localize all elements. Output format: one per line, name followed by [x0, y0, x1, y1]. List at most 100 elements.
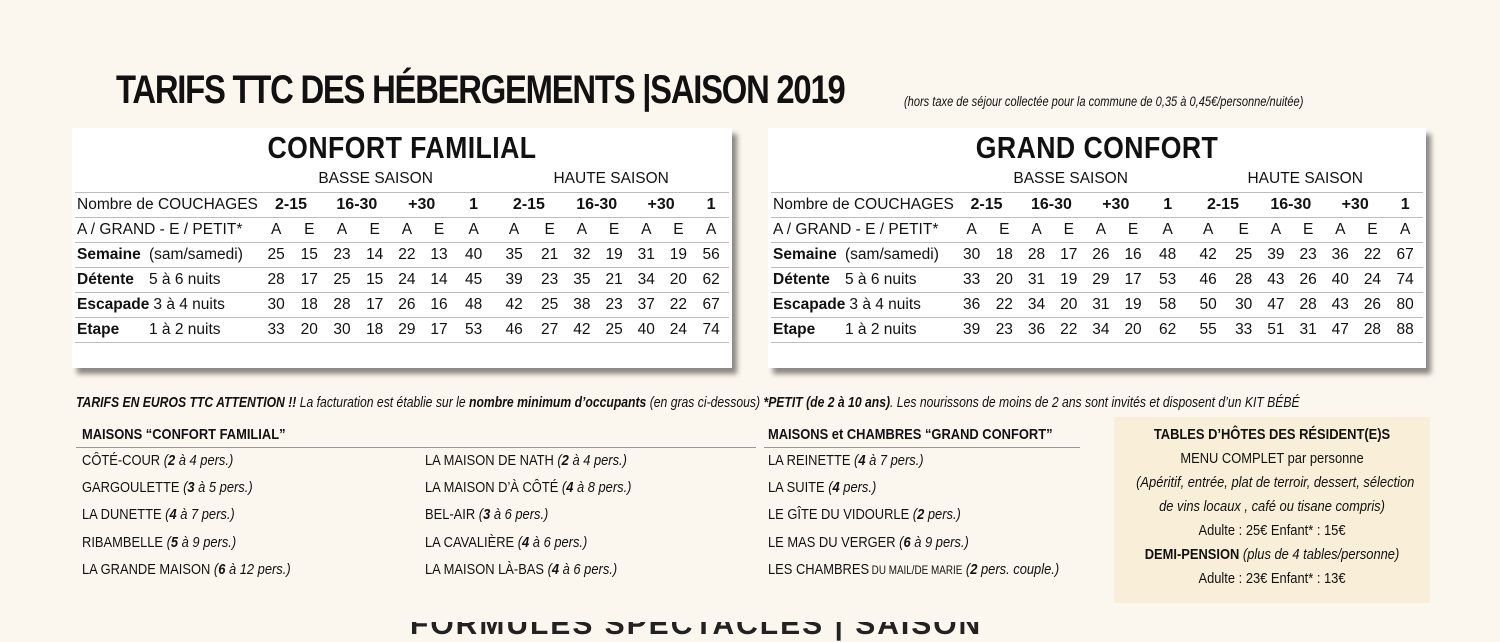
- age-code: A: [1335, 221, 1346, 238]
- rate-value: 23: [541, 271, 559, 288]
- row-name: Etape: [773, 321, 816, 338]
- house-capacity: (4 pers.): [824, 479, 877, 497]
- age-code: A: [1162, 221, 1173, 238]
- row-sub: 1 à 2 nuits: [845, 321, 917, 338]
- age-code: A: [1031, 221, 1042, 238]
- rate-value: 26: [1092, 246, 1110, 263]
- group-label: 16-30: [1270, 196, 1312, 213]
- house-name: RIBAMBELLE: [82, 533, 164, 551]
- rates-table: BASSE SAISON HAUTE SAISON Nombre de COUCHA…: [75, 166, 729, 343]
- capacity-range: à 9 pers.): [178, 533, 237, 551]
- house-capacity: (6 à 12 pers.): [210, 560, 291, 578]
- row-label: Etape 1 à 2 nuits: [771, 318, 954, 343]
- rate-value: 36: [1331, 246, 1349, 263]
- house-name: LE MAS DU VERGER: [768, 533, 896, 551]
- rate-value: 47: [1267, 296, 1285, 313]
- title-main: TARIFS TTC DES HÉBERGEMENTS |SAISON 2019: [116, 68, 846, 112]
- rate-row: Escapade 3 à 4 nuits 30 18 28 17 26 16 48 42 25 38 2…: [75, 293, 729, 318]
- rate-value: 50: [1199, 296, 1217, 313]
- row-name: Etape: [77, 321, 120, 338]
- min-occupants: 3: [187, 479, 195, 497]
- house-name: CÔTÉ-COUR: [82, 452, 161, 469]
- rate-value: 22: [1363, 246, 1382, 263]
- rate-value: 51: [1267, 321, 1285, 338]
- rate-value: 37: [637, 296, 655, 313]
- min-occupants: 4: [858, 452, 866, 469]
- house-name: LA SUITE: [768, 479, 825, 497]
- tables-hotes-box: TABLES D’HÔTES DES RÉSIDENT(E)S MENU COM…: [1114, 417, 1430, 603]
- rate-value: 22: [1060, 321, 1078, 338]
- rate-value: 31: [1027, 271, 1046, 288]
- rate-value: 74: [702, 321, 720, 338]
- tables-price-1: Adulte : 25€ Enfant* : 15€: [1198, 522, 1346, 539]
- rates-table: BASSE SAISON HAUTE SAISON Nombre de COUCHA…: [771, 166, 1423, 343]
- house-capacity: (2 à 4 pers.): [553, 452, 627, 469]
- group-label: +30: [1102, 196, 1130, 213]
- min-occupants: 5: [170, 533, 179, 551]
- couchages-row: Nombre de COUCHAGES 2-15 16-30 +30 1 2-15 16-3…: [75, 193, 729, 218]
- menu-label: MENU COMPLET: [1180, 450, 1285, 467]
- rate-row: Semaine (sam/samedi) 30 18 28 17 26 16 48 42 25 39 2…: [771, 243, 1423, 268]
- footnote-warning: TARIFS EN EUROS TTC ATTENTION !!: [76, 395, 297, 411]
- house-name: LA GRANDE MAISON: [82, 560, 211, 578]
- house-item: LA SUITE (4 pers.): [768, 479, 876, 496]
- house-capacity: (4 à 6 pers.): [544, 560, 618, 578]
- rate-value: 45: [464, 271, 483, 288]
- rate-value: 30: [333, 321, 351, 338]
- rate-value: 20: [995, 271, 1013, 288]
- min-occupants: 4: [551, 560, 560, 578]
- rate-value: 43: [1331, 296, 1349, 313]
- rate-value: 58: [1159, 296, 1177, 313]
- house-name-small: DU MAIL/DE MARIE: [871, 564, 963, 577]
- footnote-text: La facturation est établie sur le: [296, 395, 470, 411]
- capacity-range: à 12 pers.): [225, 560, 291, 578]
- min-occupants: 3: [483, 506, 491, 524]
- capacity-range: à 4 pers.): [568, 452, 627, 469]
- capacity-range: à 7 pers.): [176, 506, 235, 524]
- house-name: LA DUNETTE: [82, 506, 162, 524]
- rate-value: 23: [1299, 246, 1317, 263]
- rate-value: 34: [1027, 296, 1046, 313]
- capacity-range: à 6 pers.): [529, 533, 588, 551]
- house-item: GARGOULETTE (3 à 5 pers.): [82, 479, 253, 496]
- rate-value: 48: [1159, 246, 1177, 263]
- min-occupants: 4: [566, 479, 574, 497]
- min-occupants: 2: [970, 560, 978, 578]
- rate-value: 19: [1060, 271, 1078, 288]
- house-item: LA CAVALIÈRE (4 à 6 pers.): [425, 534, 587, 551]
- rate-value: 30: [267, 296, 285, 313]
- capacity-range: à 4 pers.): [175, 452, 234, 469]
- row-label: Escapade 3 à 4 nuits: [75, 293, 258, 318]
- rate-value: 17: [300, 271, 318, 288]
- empty-cell: [75, 166, 258, 193]
- rate-value: 42: [573, 321, 591, 338]
- rate-value: 19: [1124, 296, 1142, 313]
- rate-value: 80: [1396, 296, 1414, 313]
- row-label: Etape 1 à 2 nuits: [75, 318, 258, 343]
- group-label: 1: [1163, 196, 1173, 213]
- row-name: Détente: [773, 271, 830, 288]
- capacity-range: pers.): [839, 479, 877, 497]
- divider: [76, 447, 756, 448]
- age-code: E: [608, 221, 620, 238]
- house-capacity: (2 à 4 pers.): [160, 452, 234, 469]
- min-occupants: 2: [561, 452, 569, 469]
- house-capacity: (2 pers. couple.): [962, 560, 1060, 578]
- row-sub: 5 à 6 nuits: [149, 271, 221, 288]
- row-label: Détente 5 à 6 nuits: [75, 268, 258, 293]
- page-title: TARIFS TTC DES HÉBERGEMENTS |SAISON 2019…: [116, 68, 1303, 113]
- tables-demi: DEMI-PENSION (plus de 4 tables/personne): [1136, 543, 1408, 567]
- min-occupants: 2: [168, 452, 176, 469]
- age-code: A: [966, 221, 977, 238]
- house-item: RIBAMBELLE (5 à 9 pers.): [82, 534, 236, 551]
- rate-value: 16: [430, 296, 448, 313]
- age-code: A: [336, 221, 348, 238]
- rate-value: 55: [1199, 321, 1217, 338]
- house-item: LA MAISON LÀ-BAS (4 à 6 pers.): [425, 561, 617, 578]
- capacity-range: à 6 pers.): [559, 560, 618, 578]
- rate-value: 32: [573, 246, 591, 263]
- rate-value: 18: [300, 296, 318, 313]
- age-code: E: [304, 221, 315, 238]
- demi-note: (plus de 4 tables/personne): [1239, 546, 1400, 563]
- rate-value: 23: [605, 296, 623, 313]
